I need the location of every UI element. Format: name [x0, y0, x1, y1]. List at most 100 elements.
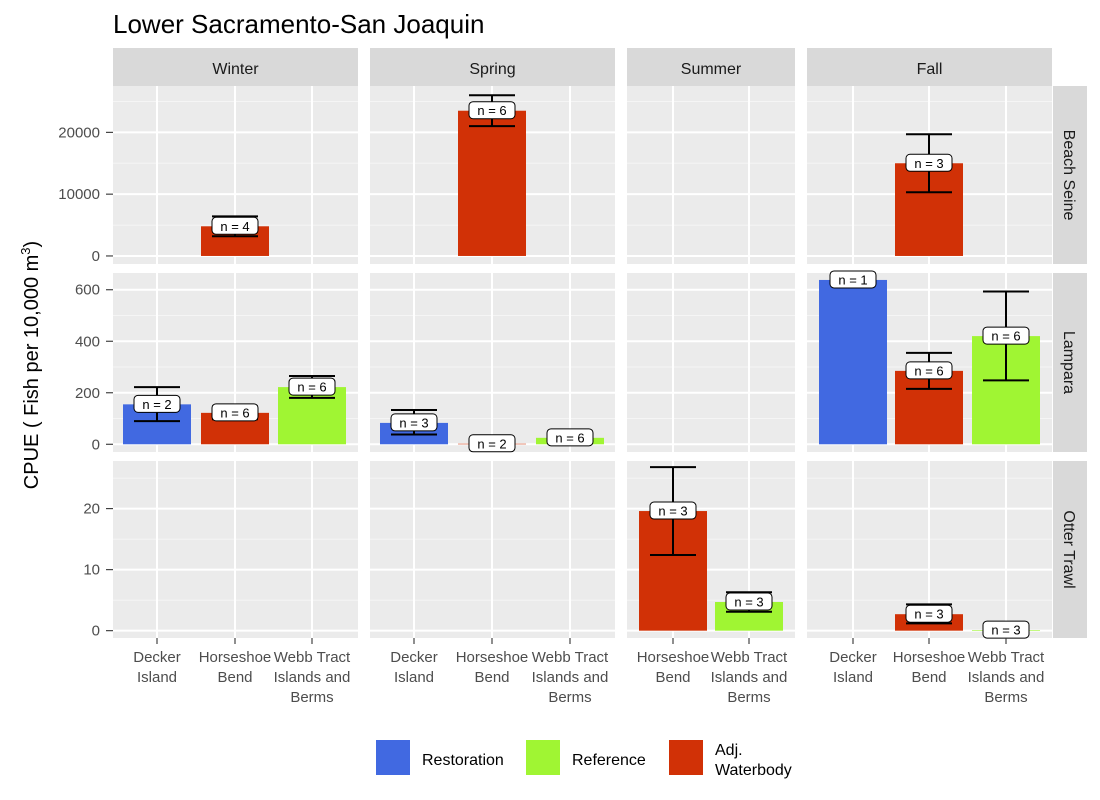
n-label-text: n = 3	[658, 504, 687, 519]
n-label-text: n = 3	[914, 156, 943, 171]
n-label-box	[905, 153, 953, 172]
x-tick-label-line: Horseshoe	[637, 649, 710, 666]
n-label-text: n = 3	[914, 607, 943, 622]
x-tick-label-line: Decker	[133, 649, 181, 666]
n-label-text: n = 6	[477, 103, 506, 118]
strip-label-beach-seine: Beach Seine	[1060, 130, 1077, 221]
n-label-box	[390, 413, 438, 432]
n-label-box	[546, 428, 594, 447]
strip-fall	[807, 48, 1052, 86]
n-label-box	[288, 377, 336, 396]
y-axis-title-superscript: 3	[18, 247, 33, 254]
n-label-box	[725, 592, 773, 611]
y-tick-label: 20	[83, 501, 100, 518]
x-tick-label-line: Decker	[829, 649, 877, 666]
x-tick-label-line: Webb Tract	[274, 649, 351, 666]
n-label-text: n = 6	[220, 405, 249, 420]
x-tick-label-line: Webb Tract	[968, 649, 1045, 666]
plot-area: Winter Spring Summer Fall Beach Seine 0 10000 2…	[58, 48, 1087, 706]
legend-swatch	[669, 740, 703, 775]
x-tick-label-horseshoe-bend: Horseshoe Bend	[637, 649, 710, 686]
n-label-box	[905, 361, 953, 380]
n-label-box	[649, 501, 697, 520]
y-tick-label: 400	[75, 333, 100, 350]
strip-summer	[627, 48, 795, 86]
x-tick-label-line: Berms	[548, 689, 591, 706]
n-label-box	[133, 394, 181, 413]
strip-label-summer: Summer	[681, 61, 742, 78]
x-tick-label-decker-island: Decker Island	[829, 649, 877, 686]
panel-beach-seine-summer	[627, 86, 795, 264]
x-tick-label-line: Islands and	[274, 669, 351, 686]
strip-beach-seine	[1053, 86, 1087, 264]
x-tick-label-webb-tract-islands-and-berms: Webb Tract Islands and Berms	[968, 649, 1045, 706]
legend-label-line: Adj.	[715, 742, 743, 759]
strip-label-lampara: Lampara	[1060, 331, 1077, 394]
bar-lampara-fall-restoration	[819, 279, 887, 445]
n-label-box	[829, 270, 877, 289]
x-tick-label-line: Bend	[911, 669, 946, 686]
x-tick-label-webb-tract-islands-and-berms: Webb Tract Islands and Berms	[532, 649, 609, 706]
x-tick-label-line: Island	[833, 669, 873, 686]
x-tick-label-webb-tract-islands-and-berms: Webb Tract Islands and Berms	[711, 649, 788, 706]
strip-label-winter: Winter	[212, 61, 259, 78]
n-label-text: n = 3	[734, 594, 763, 609]
y-tick-label: 10	[83, 562, 100, 579]
x-tick-label-webb-tract-islands-and-berms: Webb Tract Islands and Berms	[274, 649, 351, 706]
y-tick-label: 0	[92, 248, 100, 265]
n-label: n = 6	[546, 428, 594, 447]
x-tick-label-line: Decker	[390, 649, 438, 666]
n-label: n = 6	[905, 361, 953, 380]
n-label: n = 6	[468, 101, 516, 120]
n-label: n = 4	[211, 216, 259, 235]
legend: Restoration Reference Adj. Waterbody	[376, 740, 792, 779]
x-tick-label-line: Webb Tract	[532, 649, 609, 666]
x-tick-label-line: Island	[394, 669, 434, 686]
strip-lampara	[1053, 273, 1087, 452]
n-label: n = 2	[468, 434, 516, 453]
x-tick-label-decker-island: Decker Island	[133, 649, 181, 686]
x-tick-label-line: Horseshoe	[456, 649, 529, 666]
strip-label-spring: Spring	[469, 61, 515, 78]
n-label-box	[211, 403, 259, 422]
x-tick-label-line: Bend	[655, 669, 690, 686]
n-label: n = 2	[133, 394, 181, 413]
y-tick-label: 0	[92, 623, 100, 640]
n-label-text: n = 1	[838, 272, 867, 287]
strip-spring	[370, 48, 615, 86]
n-label-box	[468, 434, 516, 453]
bar-beach-seine-spring-adj-waterbody	[458, 110, 526, 256]
x-tick-label-line: Islands and	[711, 669, 788, 686]
legend-label-line: Waterbody	[715, 762, 792, 779]
x-tick-label-line: Island	[137, 669, 177, 686]
x-tick-label-line: Bend	[474, 669, 509, 686]
panel-lampara-summer	[627, 273, 795, 452]
x-tick-label-line: Horseshoe	[199, 649, 272, 666]
strip-winter	[113, 48, 358, 86]
x-tick-label-line: Islands and	[968, 669, 1045, 686]
chart-title: Lower Sacramento-San Joaquin	[113, 9, 484, 39]
n-label-box	[468, 101, 516, 120]
legend-label: Adj. Waterbody	[715, 742, 792, 779]
legend-item-adj-waterbody: Adj. Waterbody	[669, 740, 792, 779]
n-label-text: n = 6	[991, 329, 1020, 344]
y-axis-title-main: CPUE ( Fish per 10,000 m	[21, 255, 43, 490]
strip-label-otter-trawl: Otter Trawl	[1060, 510, 1077, 588]
n-label: n = 3	[982, 620, 1030, 639]
n-label: n = 3	[390, 413, 438, 432]
strip-otter-trawl	[1053, 461, 1087, 638]
n-label: n = 6	[288, 377, 336, 396]
x-tick-label-line: Berms	[984, 689, 1027, 706]
n-label-box	[905, 604, 953, 623]
y-tick-label: 200	[75, 385, 100, 402]
legend-label: Reference	[572, 752, 646, 769]
x-tick-label-horseshoe-bend: Horseshoe Bend	[456, 649, 529, 686]
x-tick-label-horseshoe-bend: Horseshoe Bend	[893, 649, 966, 686]
legend-swatch	[526, 740, 560, 775]
n-label-text: n = 2	[477, 436, 506, 451]
n-label: n = 3	[649, 501, 697, 520]
y-tick-label: 0	[92, 436, 100, 453]
n-label: n = 3	[725, 592, 773, 611]
x-tick-label-decker-island: Decker Island	[390, 649, 438, 686]
